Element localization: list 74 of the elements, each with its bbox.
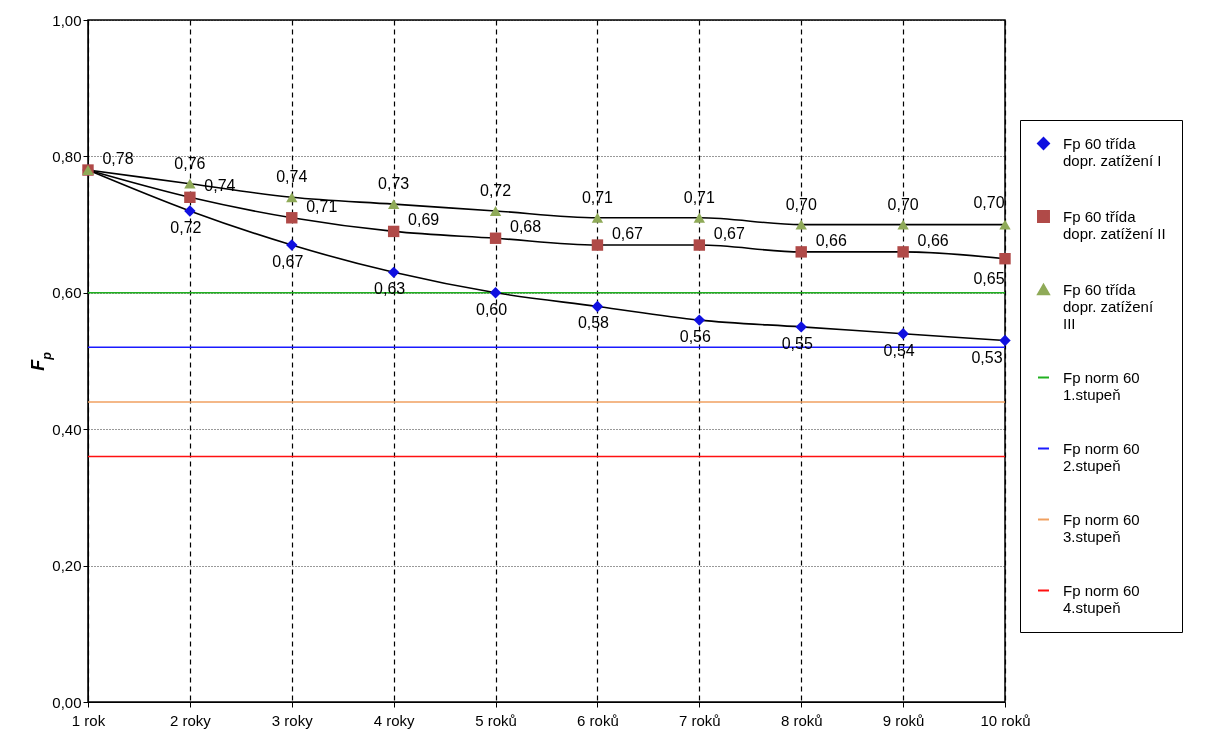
data-label: 0,67 xyxy=(713,225,746,243)
point xyxy=(897,219,909,230)
data-label: 0,58 xyxy=(577,314,610,332)
point xyxy=(999,219,1011,230)
x-tick-label: 1 rok xyxy=(71,711,106,729)
point xyxy=(591,300,604,313)
point xyxy=(795,246,807,258)
data-label: 0,53 xyxy=(971,348,1003,366)
data-label: 0,68 xyxy=(509,218,542,236)
data-label: 0,76 xyxy=(174,154,206,172)
legend-label: Fp norm 60 1.stupeň xyxy=(1063,368,1140,403)
y-tick-label: 0,20 xyxy=(52,557,82,575)
x-tick-label: 10 roků xyxy=(980,711,1031,729)
data-label: 0,70 xyxy=(887,195,919,213)
y-tick-label: 0,80 xyxy=(52,147,82,165)
x-tick-label: 9 roků xyxy=(882,711,925,729)
point xyxy=(286,212,298,224)
data-label: 0,60 xyxy=(475,300,508,318)
point xyxy=(693,314,706,326)
point xyxy=(184,191,196,204)
data-label: 0,71 xyxy=(306,197,338,215)
data-label: 0,72 xyxy=(479,181,512,199)
point xyxy=(184,178,196,189)
y-tick-label: 1,00 xyxy=(52,11,82,29)
x-tick-label: 5 roků xyxy=(475,711,517,729)
point xyxy=(897,328,909,340)
x-tick-label: 6 roků xyxy=(577,711,619,729)
data-label: 0,67 xyxy=(272,253,304,271)
data-label: 0,70 xyxy=(973,193,1005,211)
point xyxy=(795,219,807,230)
legend-label: Fp norm 60 3.stupeň xyxy=(1063,510,1140,545)
point xyxy=(489,287,502,299)
y-tick-label: 0,40 xyxy=(52,420,82,438)
legend-label: Fp 60 třída dopr. zatížení II xyxy=(1063,207,1166,242)
data-label: 0,65 xyxy=(973,269,1005,287)
x-tick-label: 4 roky xyxy=(373,711,416,729)
x-tick-label: 2 roky xyxy=(169,711,212,729)
point xyxy=(591,239,604,251)
point xyxy=(999,253,1011,265)
y-tick-label: 0,60 xyxy=(52,284,82,302)
x-tick-label: 7 roků xyxy=(678,711,721,729)
point xyxy=(387,199,400,210)
point xyxy=(693,212,706,223)
point xyxy=(489,232,502,244)
legend-label: Fp 60 třída dopr. zatížení I xyxy=(1063,134,1162,169)
data-label: 0,66 xyxy=(815,231,847,249)
data-label: 0,71 xyxy=(581,188,614,206)
data-label: 0,67 xyxy=(611,225,644,243)
data-label: 0,70 xyxy=(785,195,817,213)
legend-label: Fp norm 60 2.stupeň xyxy=(1063,439,1140,474)
data-label: 0,66 xyxy=(917,231,949,249)
legend-label: Fp 60 třída dopr. zatížení III xyxy=(1063,280,1154,332)
y-tick-label: 0,00 xyxy=(52,693,82,711)
point xyxy=(489,206,502,216)
data-label: 0,74 xyxy=(276,168,308,186)
point xyxy=(795,321,807,333)
point xyxy=(387,266,400,279)
data-label: 0,56 xyxy=(679,328,712,346)
data-label: 0,72 xyxy=(170,218,202,236)
point xyxy=(693,239,706,251)
data-label: 0,71 xyxy=(683,188,716,206)
x-tick-label: 8 roků xyxy=(780,711,823,729)
point xyxy=(387,225,400,238)
point xyxy=(184,205,196,217)
data-label: 0,73 xyxy=(378,175,410,193)
legend-label: Fp norm 60 4.stupeň xyxy=(1063,581,1140,616)
point xyxy=(999,334,1011,347)
data-label: 0,69 xyxy=(408,211,440,229)
point xyxy=(591,212,604,223)
x-tick-label: 3 roky xyxy=(271,711,314,729)
point xyxy=(897,246,909,258)
point xyxy=(286,192,298,203)
data-label: 0,78 xyxy=(102,150,134,168)
point xyxy=(286,239,298,251)
